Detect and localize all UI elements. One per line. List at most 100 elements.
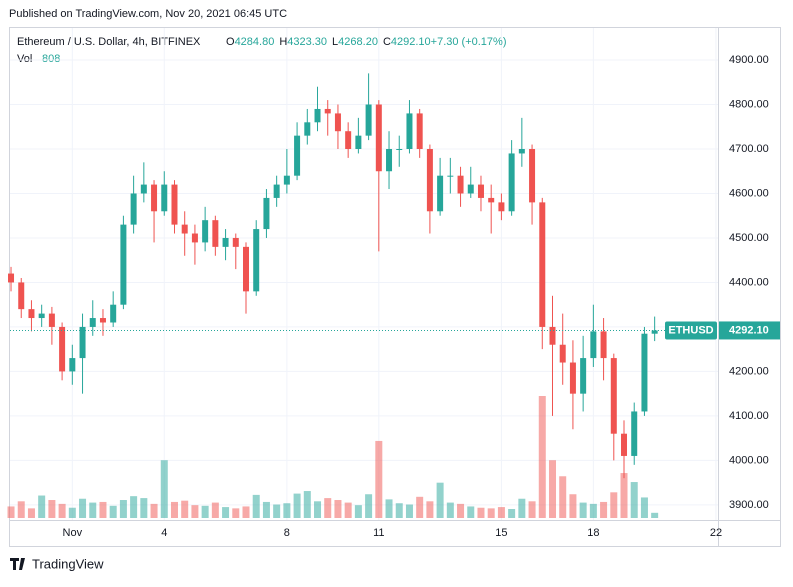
y-tick-label: 4700.00 [729, 143, 769, 155]
tv-logo [10, 558, 25, 570]
x-tick-label: 15 [495, 527, 507, 539]
volume-bar [79, 498, 87, 518]
legend-value: +7.30 (+0.17%) [431, 36, 507, 48]
candle-body [621, 433, 628, 456]
candle-body [99, 318, 106, 323]
candle-body [89, 318, 96, 327]
volume-bar [119, 500, 127, 518]
candle-body [467, 184, 474, 194]
candle-body [120, 224, 127, 305]
volume-bar [58, 503, 66, 518]
price-tag: 4292.10 [729, 324, 769, 336]
volume-bar [610, 492, 618, 518]
candle-body [457, 175, 464, 194]
candle-body [69, 358, 76, 372]
volume-bar [211, 502, 219, 518]
candle-body [488, 197, 495, 203]
candle-body [610, 358, 617, 434]
candle-body [539, 202, 546, 327]
volume-bar [548, 460, 556, 518]
volume-bar [314, 501, 322, 518]
candle-body [28, 309, 35, 319]
volume-bar [385, 499, 393, 518]
y-tick-label: 4600.00 [729, 187, 769, 199]
x-tick-label: 4 [161, 527, 167, 539]
volume-bar [569, 494, 577, 518]
candle-body [232, 237, 239, 247]
volume-bar [559, 476, 567, 518]
volume-bar [630, 482, 638, 518]
volume-bar [160, 460, 168, 518]
legend-key: O [226, 36, 235, 48]
candle-body [151, 184, 158, 212]
candle-body [202, 220, 209, 243]
legend-value: 4323.30 [287, 36, 327, 48]
candle-body [580, 358, 587, 394]
volume-bar [222, 507, 230, 518]
candle-body [416, 113, 423, 149]
symbol-tag-bg [665, 321, 717, 340]
symbol-tag: ETHUSD [668, 324, 713, 336]
candle-body [345, 131, 352, 149]
volume-bar [89, 502, 97, 518]
y-tick-label: 4800.00 [729, 98, 769, 110]
volume-bar [252, 494, 260, 518]
candle-body [140, 184, 147, 194]
volume-bar [508, 509, 516, 518]
volume-label: Vol [17, 53, 32, 65]
volume-bar [375, 440, 383, 518]
y-tick-label: 4100.00 [729, 410, 769, 422]
candle-body [355, 135, 362, 149]
volume-bar [293, 493, 301, 518]
volume-bar [436, 482, 444, 518]
volume-bar [283, 503, 291, 518]
candle-body [79, 326, 86, 359]
candle-body [294, 135, 301, 176]
published-note: Published on TradingView.com, Nov 20, 20… [9, 8, 287, 20]
volume-bar [365, 494, 373, 518]
x-tick-label: 8 [284, 527, 290, 539]
volume-bar [109, 505, 117, 518]
volume-bar [150, 503, 158, 518]
x-tick-label: Nov [63, 527, 83, 539]
volume-bar [273, 504, 281, 518]
candle-body [396, 148, 403, 150]
volume-bar [518, 498, 526, 518]
y-tick-label: 4200.00 [729, 365, 769, 377]
y-tick-label: 3900.00 [729, 499, 769, 511]
volume-bar [48, 500, 56, 518]
volume-bar [651, 512, 659, 518]
volume-bar [487, 508, 495, 518]
candle-body [549, 326, 556, 345]
candle-body [447, 175, 454, 177]
candle-body [243, 246, 249, 292]
volume-bars [7, 396, 659, 518]
volume-bar [579, 502, 587, 518]
legend-key: L [332, 36, 338, 48]
candle-body [324, 108, 331, 114]
volume-bar [457, 503, 465, 518]
candle-body [477, 184, 484, 198]
volume-bar [181, 500, 189, 518]
legend-value: 4268.20 [338, 36, 378, 48]
volume-bar [640, 497, 648, 518]
volume-value: 808 [42, 53, 60, 65]
candle-body [569, 362, 576, 394]
volume-bar [130, 496, 138, 518]
y-tick-label: 4000.00 [729, 454, 769, 466]
volume-bar [232, 508, 240, 518]
volume-bar [600, 501, 608, 518]
candle-body [600, 331, 607, 359]
candle-body [529, 148, 536, 203]
candle-body [191, 233, 198, 243]
volume-bar [7, 506, 15, 518]
price-tag-bg [719, 321, 780, 340]
candle-body [130, 193, 137, 225]
symbol-title: Ethereum / U.S. Dollar, 4h, BITFINEX [17, 36, 201, 48]
volume-bar [497, 507, 505, 518]
legend-value: 4292.10 [391, 36, 431, 48]
candle-body [212, 220, 219, 247]
candle-body [181, 224, 188, 234]
x-tick-label: 22 [710, 527, 722, 539]
y-tick-label: 4500.00 [729, 232, 769, 244]
